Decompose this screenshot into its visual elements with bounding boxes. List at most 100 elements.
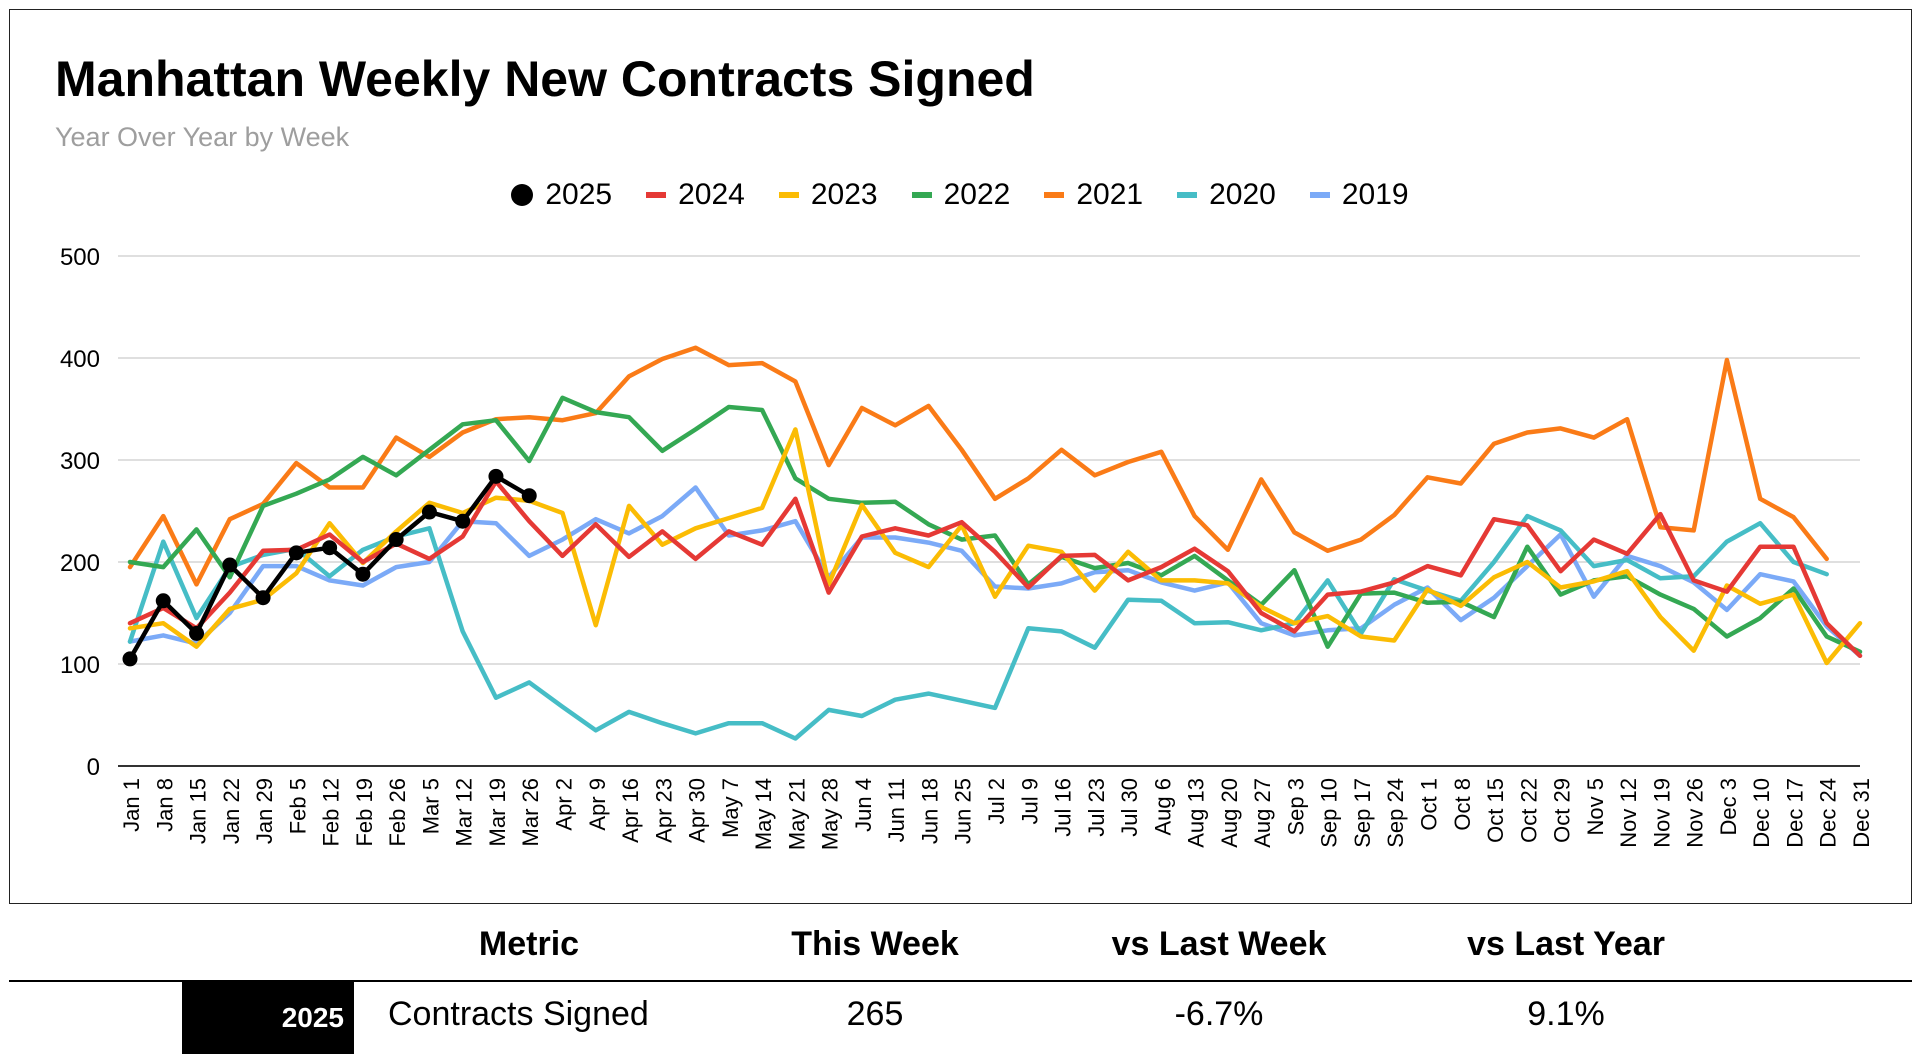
- x-tick-label: Feb 19: [352, 778, 377, 847]
- legend-swatch-2024: [646, 192, 667, 198]
- x-tick-label: Aug 13: [1184, 778, 1209, 848]
- header-vs-last-week: vs Last Week: [1111, 925, 1327, 963]
- y-tick-label: 300: [60, 448, 100, 475]
- x-tick-label: Apr 16: [618, 778, 643, 843]
- x-tick-label: Oct 15: [1483, 778, 1508, 843]
- x-tick-label: Oct 29: [1550, 778, 1575, 843]
- x-tick-label: Sep 17: [1350, 778, 1375, 848]
- x-tick-label: Oct 8: [1450, 778, 1475, 831]
- x-tick-label: Jan 22: [219, 778, 244, 844]
- x-tick-label: Apr 23: [651, 778, 676, 843]
- chart-title: Manhattan Weekly New Contracts Signed: [55, 51, 1035, 107]
- x-tick-label: May 7: [718, 778, 743, 838]
- legend-swatch-2023: [778, 192, 799, 198]
- y-tick-label: 100: [60, 652, 100, 679]
- chart-subtitle: Year Over Year by Week: [55, 122, 350, 152]
- x-tick-label: Aug 20: [1217, 778, 1242, 848]
- x-tick-label: Dec 24: [1816, 778, 1841, 848]
- data-point-2025: [355, 566, 371, 582]
- x-tick-label: Jan 8: [152, 778, 177, 832]
- x-tick-label: Jul 23: [1084, 778, 1109, 837]
- x-tick-label: Jul 30: [1117, 778, 1142, 837]
- x-tick-label: May 28: [818, 778, 843, 850]
- series-line-2023: [127, 427, 1863, 666]
- data-point-2025: [421, 504, 437, 520]
- data-point-2025: [322, 540, 338, 556]
- series-line-2022: [127, 395, 1863, 655]
- data-point-2025: [488, 468, 504, 484]
- x-tick-label: Sep 3: [1283, 778, 1308, 836]
- legend-item-2024: 2024: [646, 178, 745, 212]
- x-tick-label: Mar 12: [452, 778, 477, 846]
- line-chart: 0 100 200 300 400 500 Jan 1 Jan 8 Jan 15 Jan 22 Ja…: [60, 244, 1874, 850]
- legend-swatch-2025: [511, 184, 534, 206]
- legend-swatch-2022: [911, 192, 932, 198]
- x-tick-label: May 21: [784, 778, 809, 850]
- cell-metric: Contracts Signed: [388, 995, 649, 1033]
- data-point-2025: [155, 593, 171, 609]
- legend-item-2021: 2021: [1044, 178, 1143, 212]
- x-tick-label: Dec 17: [1782, 778, 1807, 848]
- x-tick-label: Sep 24: [1383, 778, 1408, 848]
- y-tick-label: 400: [60, 346, 100, 373]
- series-line-2019: [127, 485, 1863, 659]
- x-tick-label: Dec 31: [1849, 778, 1874, 848]
- x-tick-label: Apr 2: [552, 778, 577, 831]
- data-point-2025: [222, 557, 238, 573]
- x-tick-label: Apr 30: [685, 778, 710, 843]
- data-point-2025: [521, 488, 537, 504]
- x-tick-label: Oct 22: [1516, 778, 1541, 843]
- x-tick-label: Aug 6: [1150, 778, 1175, 836]
- legend-item-2023: 2023: [778, 178, 878, 212]
- x-tick-label: Mar 19: [485, 778, 510, 846]
- data-point-2025: [388, 532, 404, 548]
- cell-vs-last-week: -6.7%: [1174, 995, 1264, 1033]
- legend-label-2019: 2019: [1341, 178, 1409, 211]
- x-tick-label: Jul 9: [1017, 778, 1042, 824]
- x-tick-label: Nov 5: [1583, 778, 1608, 835]
- legend-item-2020: 2020: [1177, 178, 1276, 212]
- x-tick-label: Feb 26: [385, 778, 410, 847]
- legend-label-2022: 2022: [943, 178, 1011, 211]
- x-tick-label: Feb 5: [285, 778, 310, 834]
- x-tick-label: Jul 2: [984, 778, 1009, 824]
- x-tick-label: Apr 9: [585, 778, 610, 831]
- x-tick-label: Jul 16: [1051, 778, 1076, 837]
- legend-label-2024: 2024: [678, 178, 745, 211]
- x-tick-label: Jun 11: [884, 778, 909, 842]
- x-tick-label: Jun 4: [851, 778, 876, 832]
- y-tick-label: 500: [60, 244, 100, 271]
- y-tick-label: 0: [87, 754, 100, 781]
- x-tick-label: Mar 5: [418, 778, 443, 834]
- x-tick-label: Nov 26: [1683, 778, 1708, 848]
- series-line-2024: [127, 479, 1863, 659]
- header-vs-last-year: vs Last Year: [1467, 925, 1665, 963]
- x-tick-label: Nov 12: [1616, 778, 1641, 848]
- legend-label-2021: 2021: [1076, 178, 1144, 211]
- x-tick-label: Jun 25: [951, 778, 976, 844]
- legend-item-2025: 2025: [511, 178, 612, 212]
- x-tick-label: Jan 29: [252, 778, 277, 844]
- y-tick-label: 200: [60, 550, 100, 577]
- data-point-2025: [122, 651, 138, 667]
- header-this-week: This Week: [791, 925, 959, 963]
- legend-item-2022: 2022: [911, 178, 1011, 212]
- x-tick-label: Jun 18: [917, 778, 942, 844]
- x-tick-label: Jan 15: [186, 778, 211, 844]
- x-tick-label: Dec 10: [1749, 778, 1774, 848]
- data-point-2025: [288, 545, 304, 561]
- x-tick-label: Jan 1: [119, 778, 144, 832]
- data-point-2025: [189, 625, 205, 641]
- legend-swatch-2020: [1177, 192, 1198, 198]
- x-tick-label: Nov 19: [1649, 778, 1674, 848]
- x-tick-label: Mar 26: [518, 778, 543, 846]
- x-tick-label: Sep 10: [1317, 778, 1342, 848]
- legend-label-2023: 2023: [810, 178, 878, 211]
- x-tick-label: Oct 1: [1417, 778, 1442, 831]
- chart-frame: [9, 9, 1912, 904]
- data-point-2025: [255, 590, 271, 606]
- cell-this-week: 265: [846, 995, 904, 1033]
- cell-vs-last-year: 9.1%: [1527, 995, 1605, 1033]
- legend-item-2019: 2019: [1309, 178, 1409, 212]
- x-tick-label: Feb 12: [319, 778, 344, 847]
